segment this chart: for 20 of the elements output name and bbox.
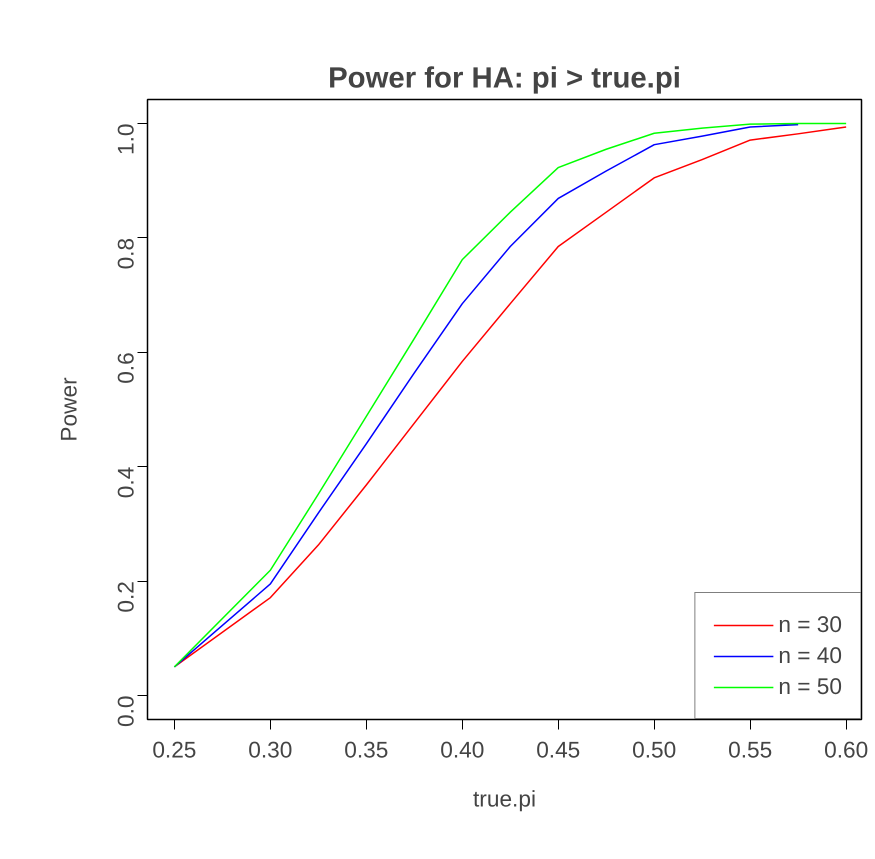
y-tick-label: 0.4 bbox=[112, 466, 138, 498]
legend-label: n = 40 bbox=[778, 642, 842, 669]
y-tick-label: 0.2 bbox=[112, 581, 138, 613]
x-axis-title: true.pi bbox=[473, 786, 536, 812]
x-tick-label: 0.60 bbox=[824, 736, 868, 762]
chart-title: Power for HA: pi > true.pi bbox=[328, 62, 681, 94]
x-tick-label: 0.50 bbox=[632, 736, 676, 762]
legend-label: n = 30 bbox=[778, 611, 842, 638]
x-tick-label: 0.55 bbox=[728, 736, 772, 762]
x-tick-label: 0.45 bbox=[536, 736, 580, 762]
y-tick-label: 0.6 bbox=[112, 352, 138, 384]
y-tick-label: 0.0 bbox=[112, 695, 138, 727]
legend-label: n = 50 bbox=[778, 673, 842, 700]
x-tick-label: 0.25 bbox=[152, 736, 196, 762]
y-tick-label: 1.0 bbox=[112, 124, 138, 156]
x-tick-label: 0.40 bbox=[440, 736, 484, 762]
y-tick-label: 0.8 bbox=[112, 238, 138, 270]
y-axis-title: Power bbox=[56, 376, 82, 442]
x-tick-label: 0.30 bbox=[248, 736, 292, 762]
x-tick-label: 0.35 bbox=[344, 736, 388, 762]
